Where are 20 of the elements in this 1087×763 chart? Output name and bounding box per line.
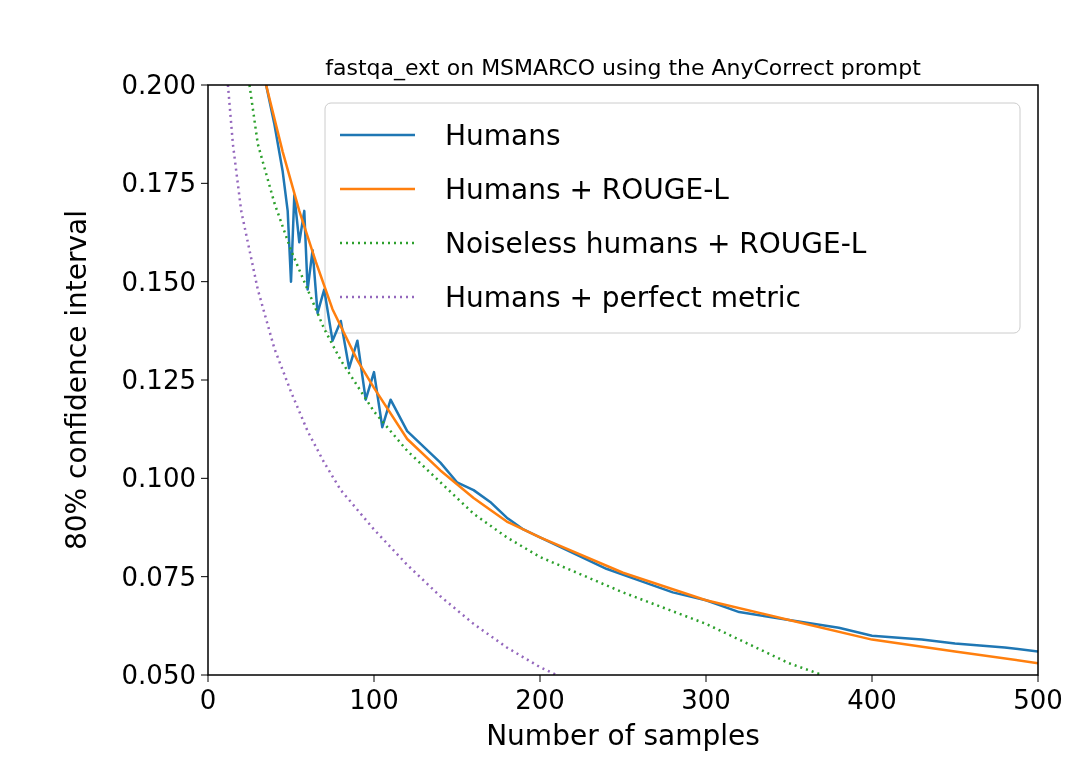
legend-label: Humans + ROUGE-L bbox=[445, 173, 730, 206]
x-tick-label: 300 bbox=[681, 685, 731, 715]
x-tick-label: 500 bbox=[1013, 685, 1063, 715]
legend-label: Humans bbox=[445, 119, 561, 152]
y-tick-label: 0.050 bbox=[121, 660, 196, 690]
y-tick-label: 0.200 bbox=[121, 70, 196, 100]
y-tick-label: 0.100 bbox=[121, 463, 196, 494]
y-tick-label: 0.075 bbox=[121, 561, 196, 592]
x-tick-label: 0 bbox=[199, 685, 217, 715]
x-axis-title: Number of samples bbox=[486, 719, 760, 752]
legend-label: Noiseless humans + ROUGE-L bbox=[445, 227, 867, 260]
x-tick-label: 100 bbox=[349, 685, 399, 715]
y-tick-label: 0.175 bbox=[121, 168, 196, 199]
y-axis-title: 80% confidence interval bbox=[60, 209, 93, 551]
chart-title: fastqa_ext on MSMARCO using the AnyCorrect prompt bbox=[325, 55, 922, 81]
x-tick-label: 400 bbox=[847, 685, 897, 715]
y-tick-label: 0.150 bbox=[121, 266, 196, 297]
y-tick-label: 0.125 bbox=[121, 365, 196, 395]
legend-label: Humans + perfect metric bbox=[445, 281, 801, 314]
x-tick-label: 200 bbox=[515, 685, 565, 715]
